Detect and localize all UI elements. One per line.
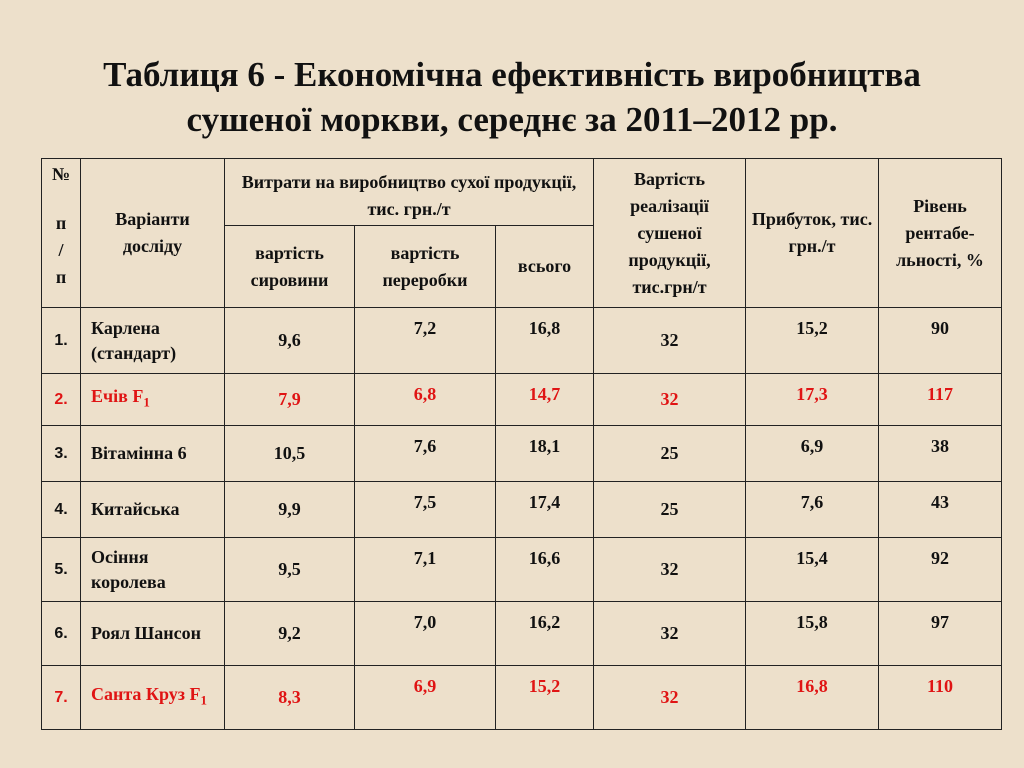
variant-name: Вітамінна 6 — [80, 425, 225, 482]
sales-value-cell: 32 — [593, 373, 746, 426]
row-number: 7. — [41, 665, 81, 730]
cost-raw-cell: 8,3 — [224, 665, 355, 730]
header-sales-value: Вартість реалізації сушеної продукції, т… — [593, 158, 746, 308]
cost-processing-cell: 6,9 — [354, 665, 496, 730]
variant-name: Роял Шансон — [80, 601, 225, 666]
cost-raw-cell: 9,6 — [224, 307, 355, 374]
profitability-cell: 110 — [878, 665, 1002, 730]
profitability-cell: 38 — [878, 425, 1002, 482]
variant-name-text: Осіння королева — [91, 546, 166, 592]
variant-name: Карлена (стандарт) — [80, 307, 225, 374]
profit-cell: 15,4 — [745, 537, 879, 602]
cost-raw-cell: 9,9 — [224, 481, 355, 538]
variant-name-text: Ечів F — [91, 386, 144, 407]
cost-total-cell: 16,8 — [495, 307, 594, 374]
title-line-1: Таблиця 6 - Економічна ефективність виро… — [103, 55, 921, 94]
profitability-cell: 97 — [878, 601, 1002, 666]
row-number: 5. — [41, 537, 81, 602]
row-number: 6. — [41, 601, 81, 666]
header-variant: Варіанти досліду — [80, 158, 225, 308]
cost-processing-cell: 6,8 — [354, 373, 496, 426]
sales-value-cell: 32 — [593, 665, 746, 730]
row-number: 2. — [41, 373, 81, 426]
profitability-cell: 92 — [878, 537, 1002, 602]
profit-cell: 16,8 — [745, 665, 879, 730]
efficiency-table: № п / п Варіанти досліду Витрати на виро… — [41, 158, 1002, 730]
cost-processing-cell: 7,6 — [354, 425, 496, 482]
header-cost-raw: вартість сировини — [224, 225, 355, 308]
variant-name-text: Роял Шансон — [91, 623, 202, 643]
header-cost-processing: вартість переробки — [354, 225, 496, 308]
table-row: 7. Санта Круз F1 8,3 6,9 15,2 32 16,8 110 — [41, 665, 1002, 730]
header-number-line-4: п — [55, 267, 67, 287]
cost-processing-cell: 7,1 — [354, 537, 496, 602]
cost-total-cell: 18,1 — [495, 425, 594, 482]
cost-raw-cell: 7,9 — [224, 373, 355, 426]
variant-name: Ечів F1 — [80, 373, 225, 426]
row-number: 4. — [41, 481, 81, 538]
cost-total-cell: 17,4 — [495, 481, 594, 538]
variant-name: Осіння королева — [80, 537, 225, 602]
variant-name: Санта Круз F1 — [80, 665, 225, 730]
cost-raw-cell: 9,5 — [224, 537, 355, 602]
cost-total-cell: 16,6 — [495, 537, 594, 602]
profitability-cell: 117 — [878, 373, 1002, 426]
variant-name-text: Китайська — [91, 499, 180, 519]
profit-cell: 17,3 — [745, 373, 879, 426]
table-row: 6. Роял Шансон 9,2 7,0 16,2 32 15,8 97 — [41, 601, 1002, 666]
sales-value-cell: 25 — [593, 425, 746, 482]
row-number: 1. — [41, 307, 81, 374]
page-title: Таблиця 6 - Економічна ефективність виро… — [0, 52, 1024, 142]
header-number: № п / п — [41, 158, 81, 308]
header-number-line-1: № — [51, 164, 71, 184]
profitability-cell: 43 — [878, 481, 1002, 538]
header-profit: Прибуток, тис. грн./т — [745, 158, 879, 308]
table-row: 1. Карлена (стандарт) 9,6 7,2 16,8 32 15,2 90 — [41, 307, 1002, 374]
variant-name-text: Карлена (стандарт) — [91, 317, 177, 363]
sales-value-cell: 25 — [593, 481, 746, 538]
variant-name-text: Санта Круз F — [91, 684, 201, 705]
header-number-line-2: п — [55, 213, 67, 233]
sales-value-cell: 32 — [593, 537, 746, 602]
header-profitability: Рівень рентабе-льності, % — [878, 158, 1002, 308]
sales-value-cell: 32 — [593, 307, 746, 374]
sales-value-cell: 32 — [593, 601, 746, 666]
profit-cell: 15,2 — [745, 307, 879, 374]
profit-cell: 15,8 — [745, 601, 879, 666]
table-row: 5. Осіння королева 9,5 7,1 16,6 32 15,4 92 — [41, 537, 1002, 602]
cost-total-cell: 16,2 — [495, 601, 594, 666]
cost-processing-cell: 7,0 — [354, 601, 496, 666]
variant-name-text: Вітамінна 6 — [91, 443, 187, 463]
table-row: 4. Китайська 9,9 7,5 17,4 25 7,6 43 — [41, 481, 1002, 538]
cost-processing-cell: 7,5 — [354, 481, 496, 538]
table-row: 2. Ечів F1 7,9 6,8 14,7 32 17,3 117 — [41, 373, 1002, 426]
cost-raw-cell: 10,5 — [224, 425, 355, 482]
header-cost-total: всього — [495, 225, 594, 308]
row-number: 3. — [41, 425, 81, 482]
profitability-cell: 90 — [878, 307, 1002, 374]
cost-total-cell: 15,2 — [495, 665, 594, 730]
profit-cell: 7,6 — [745, 481, 879, 538]
title-line-2: сушеної моркви, середнє за 2011–2012 рр. — [186, 100, 838, 139]
variant-name-subscript: 1 — [200, 692, 208, 708]
variant-name: Китайська — [80, 481, 225, 538]
cost-total-cell: 14,7 — [495, 373, 594, 426]
header-number-line-3: / — [58, 240, 64, 260]
header-costs-group: Витрати на виробництво сухої продукції, … — [224, 158, 594, 226]
cost-raw-cell: 9,2 — [224, 601, 355, 666]
table-row: 3. Вітамінна 6 10,5 7,6 18,1 25 6,9 38 — [41, 425, 1002, 482]
variant-name-subscript: 1 — [143, 394, 150, 410]
profit-cell: 6,9 — [745, 425, 879, 482]
cost-processing-cell: 7,2 — [354, 307, 496, 374]
